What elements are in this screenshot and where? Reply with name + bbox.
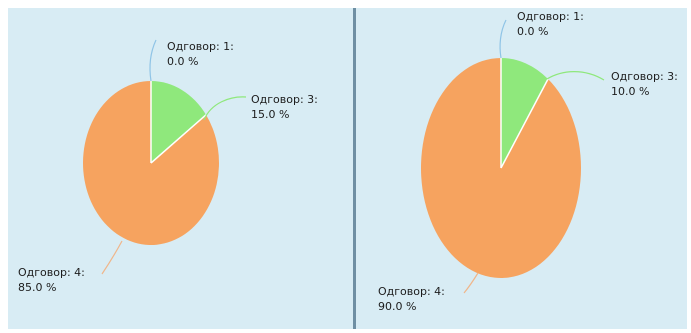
leader-line-left-3 xyxy=(101,240,123,275)
pie-chart-right: Одговор: 1: 0.0 % Одговор: 3: 10.0 % Одговор… xyxy=(378,10,678,313)
slice-label-left-2: Одговор: 3: xyxy=(251,93,318,106)
slice-label-right-2: Одговор: 3: xyxy=(611,70,678,83)
slice-separator-left-3 xyxy=(150,114,207,164)
leader-line-right-1 xyxy=(499,19,507,59)
slice-label-left-3: Одговор: 4: xyxy=(18,266,85,279)
pie-slice-left-2 xyxy=(151,81,207,163)
slice-value-right-1: 0.0 % xyxy=(517,25,548,38)
slice-label-right-1: Одговор: 1: xyxy=(517,10,584,23)
slice-label-left-1: Одговор: 1: xyxy=(167,40,234,53)
leader-line-right-3 xyxy=(463,272,479,294)
pie-slice-right-2 xyxy=(501,58,549,168)
slice-value-left-1: 0.0 % xyxy=(167,55,198,68)
slice-value-right-3: 90.0 % xyxy=(378,300,416,313)
pie-chart-left: Одговор: 1: 0.0 % Одговор: 3: 15.0 % Одговор… xyxy=(18,39,318,294)
pie-chart-panel-right: Одговор: 1: 0.0 % Одговор: 3: 10.0 % Одговор… xyxy=(356,8,687,329)
slice-value-left-2: 15.0 % xyxy=(251,108,289,121)
leader-line-left-1 xyxy=(149,39,157,82)
leader-line-left-2 xyxy=(203,96,247,121)
pie-chart-panel-left: Одговор: 1: 0.0 % Одговор: 3: 15.0 % Одговор… xyxy=(8,8,353,329)
leader-line-right-2 xyxy=(546,71,605,81)
slice-value-right-2: 10.0 % xyxy=(611,85,649,98)
slice-label-right-3: Одговор: 4: xyxy=(378,285,445,298)
slice-separator-right-3 xyxy=(500,78,549,169)
slice-value-left-3: 85.0 % xyxy=(18,281,56,294)
panel-divider xyxy=(353,8,356,329)
